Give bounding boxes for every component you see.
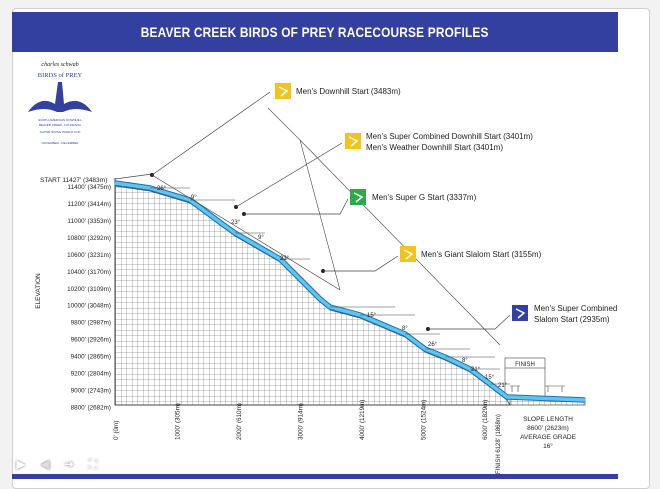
x-tick-label: 2000' (610m) (236, 403, 243, 440)
leader-slalom (428, 314, 511, 330)
x-tick-label: 1000' (305m) (175, 403, 182, 440)
skier-glyph (515, 308, 526, 319)
y-tick-label: 10400' (3170m) (67, 269, 111, 276)
start-label-super-g: Men's Super G Start (3337m) (372, 193, 477, 202)
start-label-sc-downhill: Men's Super Combined Downhill Start (340… (366, 132, 533, 141)
course-summary: SLOPE LENGTH 8600' (2623m) AVERAGE GRADE… (520, 416, 577, 450)
y-tick-label: 8800' (2682m) (71, 404, 111, 411)
downhill-icon (275, 83, 291, 99)
y-tick-label: 10200' (3109m) (67, 286, 111, 293)
super-g-icon (350, 189, 366, 205)
start-markers (150, 91, 511, 346)
average-grade-heading: AVERAGE GRADE (520, 434, 577, 441)
skier-glyph (353, 192, 364, 203)
x-tick-label: 6000' (1829m) (482, 400, 489, 440)
finish-stands (510, 385, 565, 392)
terrain-grid (114, 185, 511, 406)
slope-angle-label: 9° (258, 235, 264, 241)
slope-length-value: 8600' (2623m) (527, 425, 569, 432)
x-tick-label: 5000' (1524m) (421, 400, 428, 440)
course-line (114, 181, 586, 402)
x-tick-label: 0' (0m) (113, 421, 120, 440)
slope-angle-label: 21° (471, 367, 481, 373)
logo-line: NOVEMBER - DECEMBER (42, 141, 80, 145)
y-tick-label: 9200' (2804m) (71, 371, 111, 378)
logo-line: BEAVER CREEK, COLORADO (39, 123, 82, 127)
y-tick-label: 9800' (2987m) (71, 320, 111, 327)
leader-terrain (151, 174, 341, 291)
eagle-icon (28, 82, 92, 112)
giant-slalom-icon (400, 246, 416, 262)
slope-angle-label: 26° (157, 186, 167, 192)
downhill-icon (345, 133, 361, 149)
logo-line: ALPINE SKIING WORLD CUP (40, 130, 81, 134)
slope-angle-label: 23° (280, 256, 290, 262)
finish-sign (504, 357, 546, 369)
start-label-giant-slalom: Men's Giant Slalom Start (3155m) (421, 250, 542, 259)
slope-envelope-line (299, 139, 501, 346)
slope-length-heading: SLOPE LENGTH (523, 416, 573, 423)
logo-name: BIRDS of PREY (38, 72, 83, 79)
slope-angle-label: 9° (191, 195, 197, 201)
y-tick-label: 11200' (3414m) (68, 201, 111, 208)
skier-glyph (348, 136, 359, 147)
start-leader (114, 173, 153, 180)
bottom-bar (12, 474, 618, 479)
page-title: BEAVER CREEK BIRDS OF PREY RACECOURSE PR… (141, 24, 489, 40)
leader-downhill (151, 91, 271, 176)
start-labels: Men's Downhill Start (3483m) Men's Super… (275, 83, 617, 324)
media-controls: ▶ ◀ ➜ ⛶ (14, 455, 100, 473)
y-tick-label: 9000' (2743m) (71, 388, 111, 395)
logo-line: NORTH AMERICAN DOWNHILL (38, 118, 82, 122)
skier-glyph (403, 249, 414, 260)
start-label-weather-downhill: Men's Weather Downhill Start (3401m) (366, 143, 503, 152)
leader-sc-downhill (235, 142, 343, 208)
start-label-slalom-2: Slalom Start (2935m) (534, 315, 610, 324)
y-axis-label: ELEVATION (35, 273, 42, 309)
slalom-icon (512, 305, 528, 321)
slope-angle-label: 15° (367, 313, 377, 319)
finish-label: FINISH (515, 362, 535, 368)
slope-angle-label: 21° (498, 383, 508, 389)
average-grade-value: 16° (543, 442, 553, 450)
slope-angle-label: 8° (462, 358, 468, 364)
y-tick-label: 10000' (3048m) (67, 303, 111, 310)
skier-glyph (278, 86, 289, 97)
x-tick-labels: 0' (0m) 1000' (305m) 2000' (610m) 3000' (91… (113, 400, 489, 440)
y-tick-label: 9400' (2865m) (71, 354, 111, 361)
play-icon[interactable]: ▶ (16, 457, 26, 471)
leader-super-g (244, 198, 349, 215)
y-tick-label: 11400' (3475m) (68, 184, 111, 191)
y-tick-label: 9600' (2926m) (71, 337, 111, 344)
y-tick-label: 10800' (3292m) (67, 235, 111, 242)
y-tick-label: 11000' (3353m) (68, 218, 111, 225)
next-icon[interactable]: ➜ (63, 457, 75, 471)
slope-angle-label: 23° (231, 220, 241, 226)
start-label-slalom: Men's Super Combined (534, 304, 617, 313)
y-tick-labels: 11400' (3475m) 11200' (3414m) 11000' (3353… (67, 184, 111, 411)
leader-giant-slalom (323, 255, 399, 272)
slope-angle-labels: 26°9°23°9°23°15°8°26°8°21°15°21° (157, 186, 508, 389)
fullscreen-icon[interactable]: ⛶ (88, 457, 98, 471)
y-tick-label: 10600' (3231m) (67, 252, 111, 259)
previous-icon[interactable]: ◀ (40, 457, 50, 471)
slope-angle-label: 15° (485, 375, 495, 381)
slope-angle-label: 8° (402, 326, 408, 332)
logo-brand: charles schwab (41, 62, 78, 68)
start-elevation-label: START 11427' (3483m) (40, 177, 107, 184)
slope-angle-label: 26° (428, 342, 438, 348)
birds-of-prey-logo: charles schwab BIRDS of PREY NORTH AMERI… (28, 62, 92, 145)
x-tick-label: 4000' (1219m) (359, 400, 366, 440)
x-tick-label: 3000' (914m) (298, 403, 305, 440)
title-bar: BEAVER CREEK BIRDS OF PREY RACECOURSE PR… (12, 12, 618, 52)
finish-length-label: FINISH 6128' (1868m) (496, 414, 502, 474)
start-label-downhill: Men's Downhill Start (3483m) (296, 87, 401, 96)
angle-reference-lines (150, 187, 510, 385)
